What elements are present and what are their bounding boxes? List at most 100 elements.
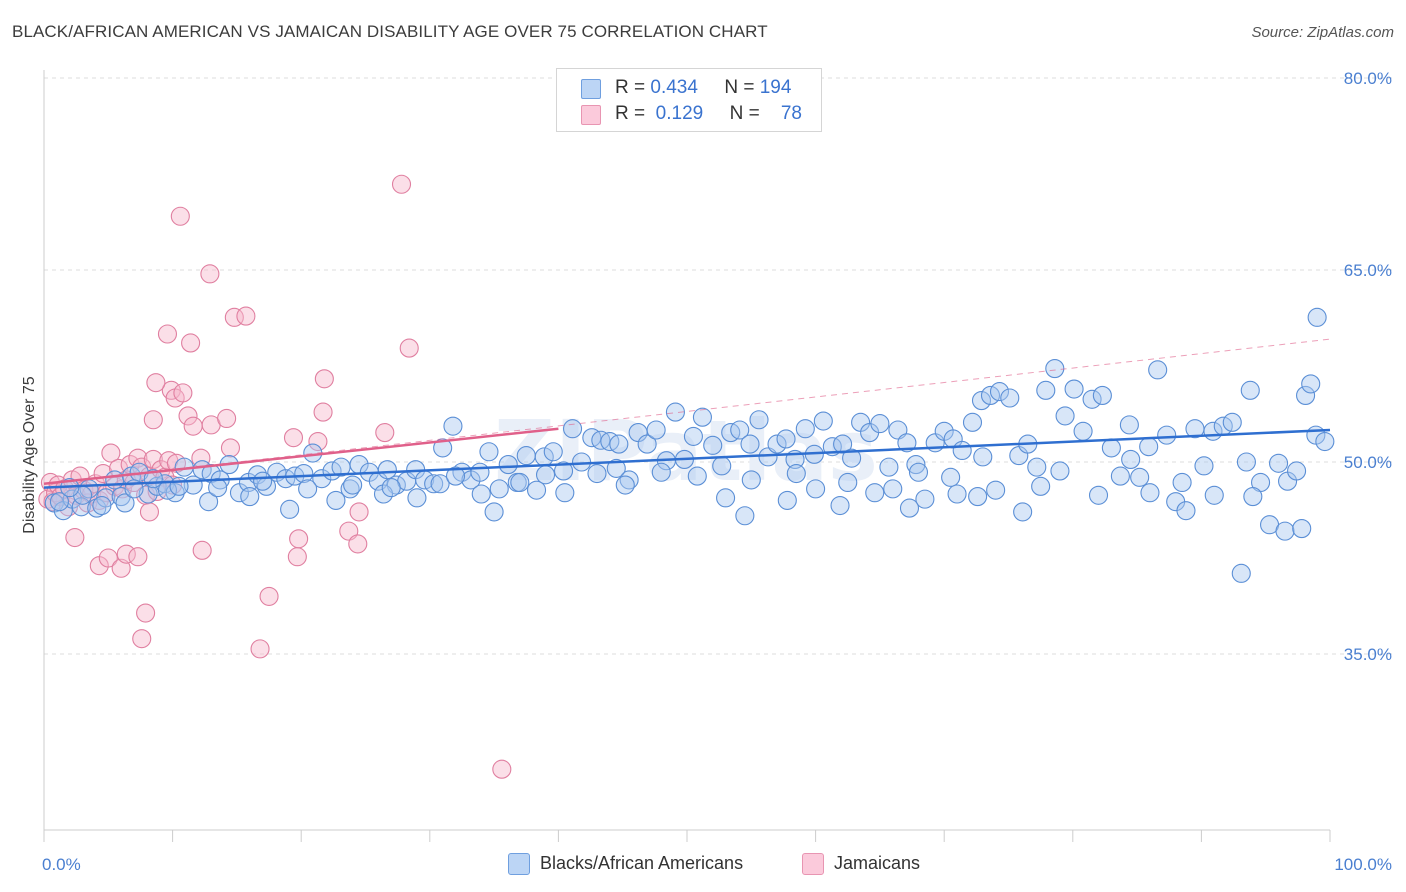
blacks-point xyxy=(377,460,397,480)
blacks-point xyxy=(498,455,518,475)
jamaicans-trend-line xyxy=(43,427,559,486)
jamaicans-point xyxy=(170,206,190,226)
blacks-point xyxy=(615,475,635,495)
blacks-point xyxy=(1315,431,1335,452)
jamaicans-point xyxy=(143,410,163,430)
blacks-point xyxy=(253,471,273,491)
blacks-point xyxy=(646,420,666,440)
blacks-point xyxy=(941,467,961,487)
blacks-point xyxy=(952,440,972,461)
blacks-point xyxy=(1050,461,1070,481)
jamaicans-point xyxy=(348,534,368,554)
jamaicans-point xyxy=(128,547,148,567)
legend-swatch-pink xyxy=(581,105,601,125)
jamaicans-point xyxy=(391,174,412,194)
jamaicans-point xyxy=(236,306,256,326)
jamaicans-point xyxy=(283,428,304,448)
blacks-point xyxy=(806,479,826,499)
jamaicans-point xyxy=(181,333,201,353)
blacks-point xyxy=(1088,485,1109,505)
blacks-point xyxy=(1204,485,1224,505)
jamaicans-point xyxy=(192,540,212,560)
blacks-point xyxy=(298,479,318,499)
blacks-point xyxy=(813,411,833,431)
jamaicans-point xyxy=(65,527,85,548)
blacks-point xyxy=(1275,521,1295,541)
blacks-point xyxy=(1307,307,1327,327)
blacks-point xyxy=(543,442,563,462)
blacks-point xyxy=(516,446,536,466)
blacks-point xyxy=(730,420,750,440)
blacks-point xyxy=(619,470,639,490)
jamaicans-point xyxy=(98,548,118,568)
blacks-point xyxy=(865,483,885,503)
chart-source: Source: ZipAtlas.com xyxy=(1251,24,1394,41)
blacks-point xyxy=(883,479,903,499)
blacks-point xyxy=(692,407,712,427)
blacks-point xyxy=(489,479,509,499)
blacks-point xyxy=(443,416,463,436)
blacks-point xyxy=(842,448,862,468)
blacks-point xyxy=(1110,466,1130,486)
blacks-point xyxy=(1101,438,1121,458)
blacks-point xyxy=(326,490,346,510)
blacks-point xyxy=(1036,380,1056,400)
blacks-point xyxy=(510,472,530,493)
blacks-point xyxy=(1236,452,1256,472)
x-tick-label: 0.0% xyxy=(42,855,81,874)
blacks-point xyxy=(651,462,671,482)
blacks-point xyxy=(1172,472,1192,493)
legend-swatch-blue xyxy=(581,79,601,99)
blacks-point xyxy=(786,463,806,484)
blacks-point xyxy=(484,502,504,522)
blacks-point xyxy=(609,434,629,454)
blacks-point xyxy=(971,391,992,411)
blacks-point xyxy=(240,487,260,507)
blacks-point xyxy=(908,462,929,482)
blacks-point xyxy=(749,410,769,430)
jamaicans-point xyxy=(259,586,279,606)
blacks-point xyxy=(1140,483,1160,503)
y-tick-label: 50.0% xyxy=(1344,453,1392,472)
legend-n-value: 194 xyxy=(759,77,792,98)
blacks-point xyxy=(1296,385,1316,405)
grid-lines xyxy=(44,77,1392,655)
chart-title: BLACK/AFRICAN AMERICAN VS JAMAICAN DISAB… xyxy=(12,22,768,41)
blacks-point xyxy=(838,472,858,493)
jamaicans-point xyxy=(146,373,166,393)
blacks-point xyxy=(470,462,490,482)
blacks-point xyxy=(1176,501,1196,521)
blacks-point xyxy=(1243,487,1263,507)
legend-n-value: 78 xyxy=(780,103,802,124)
y-tick-label: 80.0% xyxy=(1344,69,1392,88)
blacks-point xyxy=(1130,467,1150,487)
blacks-point xyxy=(1055,406,1075,426)
blacks-point xyxy=(280,499,300,519)
blacks-point xyxy=(445,466,466,486)
blacks-point xyxy=(973,447,993,467)
jamaicans-point xyxy=(116,544,136,564)
blacks-point xyxy=(424,474,444,494)
blacks-point xyxy=(879,457,899,477)
legend-r-value: 0.129 xyxy=(655,103,704,124)
blacks-point xyxy=(381,478,401,498)
blacks-point xyxy=(1092,385,1112,405)
blacks-point xyxy=(587,463,607,484)
blacks-point xyxy=(1119,415,1139,435)
blacks-point xyxy=(1031,476,1051,496)
bottom-legend-swatch-pink xyxy=(802,853,824,875)
blacks-point xyxy=(606,458,626,478)
axes xyxy=(43,70,1331,842)
legend-n-label: N = xyxy=(729,103,760,124)
blacks-point xyxy=(553,461,574,481)
jamaicans-point xyxy=(287,547,307,567)
blacks-point xyxy=(968,487,988,507)
blacks-point xyxy=(1269,453,1289,473)
blacks-point xyxy=(776,429,796,449)
blacks-point xyxy=(1231,563,1251,583)
jamaicans-point xyxy=(136,603,156,623)
blacks-point xyxy=(373,484,394,504)
blacks-point xyxy=(1045,359,1065,379)
jamaicans-point xyxy=(157,324,178,344)
